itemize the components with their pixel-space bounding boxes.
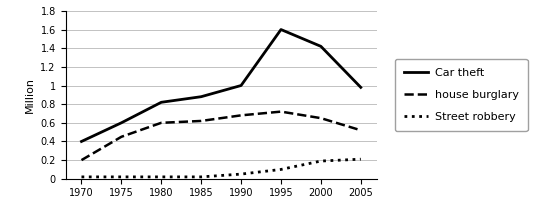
house burglary	[238, 114, 245, 117]
Line: house burglary: house burglary	[81, 112, 361, 160]
Street robbery	[238, 173, 245, 175]
Car theft	[318, 45, 324, 48]
Street robbery	[278, 168, 284, 171]
Street robbery	[78, 175, 85, 178]
Car theft	[198, 95, 204, 98]
house burglary	[118, 135, 124, 138]
Car theft	[78, 140, 85, 143]
Street robbery	[198, 175, 204, 178]
Street robbery	[118, 175, 124, 178]
Car theft	[118, 121, 124, 124]
Car theft	[358, 86, 364, 89]
Line: Street robbery: Street robbery	[81, 159, 361, 177]
house burglary	[358, 129, 364, 132]
Street robbery	[318, 160, 324, 162]
Car theft	[278, 28, 284, 31]
house burglary	[158, 121, 164, 124]
house burglary	[198, 120, 204, 122]
Street robbery	[158, 175, 164, 178]
Line: Car theft: Car theft	[81, 30, 361, 141]
Street robbery	[358, 158, 364, 160]
house burglary	[78, 159, 85, 161]
Car theft	[238, 84, 245, 87]
Car theft	[158, 101, 164, 104]
house burglary	[318, 117, 324, 119]
house burglary	[278, 110, 284, 113]
Legend: Car theft, house burglary, Street robbery: Car theft, house burglary, Street robber…	[395, 59, 527, 131]
Y-axis label: Million: Million	[25, 77, 35, 113]
